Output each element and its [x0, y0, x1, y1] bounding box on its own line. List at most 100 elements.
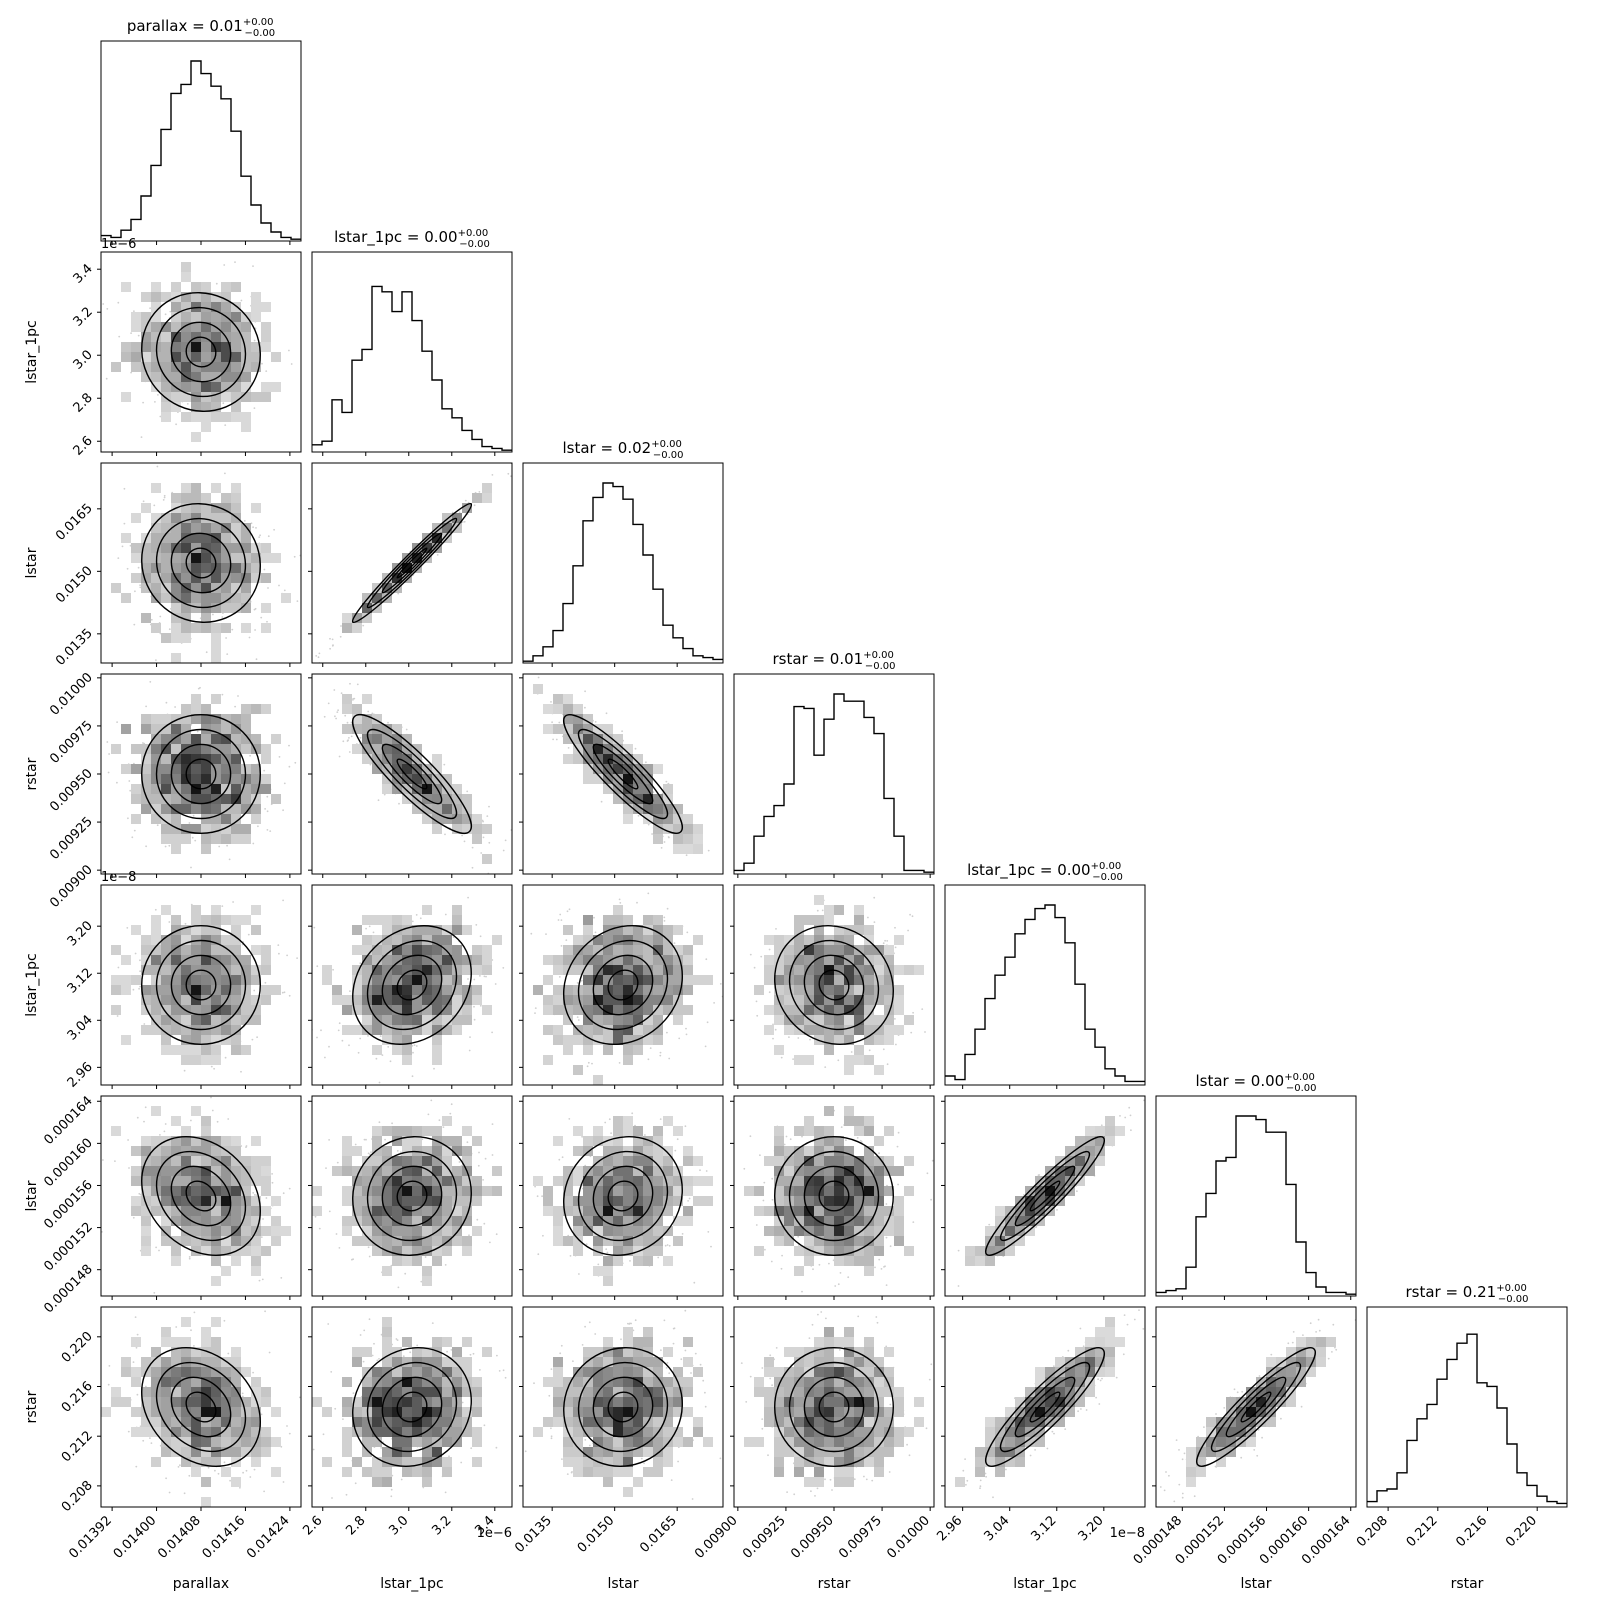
density-cell — [231, 583, 241, 593]
sample-point — [377, 799, 380, 802]
density-cell — [392, 1045, 402, 1055]
sample-point — [150, 618, 153, 621]
histogram-step — [734, 693, 934, 873]
sample-point — [253, 1194, 256, 1196]
density-cell — [161, 322, 171, 332]
sample-point — [204, 453, 206, 455]
density-cell — [201, 1015, 211, 1025]
density-cell — [583, 1005, 593, 1015]
sample-point — [663, 916, 666, 919]
sample-point — [444, 1264, 447, 1266]
density-cell — [442, 1156, 452, 1166]
density-cell — [281, 1226, 291, 1236]
density-cell — [342, 694, 352, 704]
density-cell — [211, 653, 221, 663]
density-cell — [191, 1206, 201, 1216]
sample-point — [389, 1060, 392, 1063]
density-cell — [241, 724, 251, 734]
density-cell — [201, 925, 211, 935]
density-cell — [362, 1176, 372, 1186]
density-cell — [663, 925, 673, 935]
density-cell — [372, 1045, 382, 1055]
density-cell — [141, 342, 151, 352]
density-cell — [141, 573, 151, 583]
density-cell — [211, 342, 221, 352]
density-cell — [392, 764, 402, 774]
sample-point — [921, 1008, 924, 1010]
sample-point — [577, 1019, 580, 1021]
density-cell — [211, 1146, 221, 1156]
density-cell — [904, 1015, 914, 1025]
density-cell — [201, 573, 211, 583]
density-cell — [613, 975, 623, 985]
density-cell — [372, 975, 382, 985]
density-cell — [241, 422, 251, 432]
contour-level-1 — [396, 758, 428, 790]
sample-point — [469, 1036, 471, 1038]
density-cell — [543, 1025, 553, 1035]
density-cell — [231, 513, 241, 523]
density-cell — [593, 965, 603, 975]
density-cell — [151, 714, 161, 724]
density-cell — [201, 1116, 211, 1126]
density-cell — [211, 503, 221, 513]
density-cell — [553, 694, 563, 704]
density-cell — [412, 1236, 422, 1246]
density-cell — [181, 352, 191, 362]
sample-point — [659, 1051, 662, 1054]
density-cell — [171, 804, 181, 814]
density-cell — [191, 804, 201, 814]
sample-point — [240, 1299, 242, 1301]
panel-frame — [311, 251, 513, 453]
density-cell — [251, 804, 261, 814]
density-cell — [442, 985, 452, 995]
sample-point — [651, 833, 653, 835]
sample-point — [686, 931, 689, 934]
density-cell — [161, 573, 171, 583]
density-cell — [171, 1196, 181, 1206]
density-cell — [231, 1176, 241, 1186]
density-cell — [673, 955, 683, 965]
density-cell — [794, 985, 804, 995]
density-cell — [663, 985, 673, 995]
density-cell — [181, 925, 191, 935]
density-cell — [201, 402, 211, 412]
density-cell — [372, 714, 382, 724]
density-cell — [352, 714, 362, 724]
contour-level-2 — [170, 1165, 232, 1227]
sample-point — [140, 436, 143, 438]
density-cell — [673, 945, 683, 955]
sample-point — [156, 465, 159, 468]
density-cell — [462, 1196, 472, 1206]
density-cell — [161, 804, 171, 814]
density-cell — [402, 1196, 412, 1206]
density-cell — [211, 995, 221, 1005]
density-cell — [834, 1015, 844, 1025]
density-cell — [372, 1226, 382, 1236]
density-cell — [181, 1206, 191, 1216]
sample-point — [174, 908, 176, 910]
density-cell — [241, 834, 251, 844]
density-cell — [211, 1186, 221, 1196]
density-cell — [251, 995, 261, 1005]
density-cell — [372, 965, 382, 975]
contour-level-2 — [170, 532, 232, 594]
density-cell — [372, 1126, 382, 1136]
density-cell — [412, 1156, 422, 1166]
density-cell — [141, 754, 151, 764]
sample-point — [576, 1016, 579, 1018]
sample-point — [325, 1167, 327, 1169]
density-cell — [392, 915, 402, 925]
sample-point — [256, 1036, 258, 1039]
density-cell — [221, 945, 231, 955]
contour-level-4 — [141, 292, 261, 412]
density-cell — [774, 975, 784, 985]
density-cell — [824, 1015, 834, 1025]
density-cell — [251, 503, 261, 513]
sample-point — [344, 714, 347, 717]
density-cell — [784, 945, 794, 955]
density-cell — [111, 362, 121, 372]
density-cell — [392, 1176, 402, 1186]
sample-point — [142, 500, 145, 503]
density-cell — [874, 1035, 884, 1045]
